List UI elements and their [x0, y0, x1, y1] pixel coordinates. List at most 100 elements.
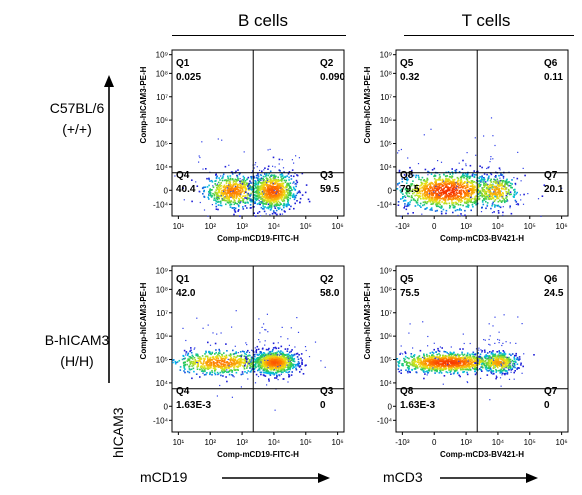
event-dot: [255, 359, 257, 362]
event-dot: [269, 194, 271, 196]
event-dot: [296, 183, 298, 185]
event-dot: [416, 199, 419, 202]
event-dot: [496, 178, 499, 181]
event-dot: [473, 201, 476, 203]
event-dot: [419, 192, 422, 195]
event-dot: [260, 174, 263, 177]
event-dot: [264, 365, 267, 368]
event-dot: [429, 189, 431, 191]
event-dot: [256, 357, 258, 360]
event-dot: [421, 176, 424, 179]
event-dot: [260, 360, 262, 363]
event-dot: [184, 363, 186, 366]
event-dot: [455, 193, 458, 196]
event-dot: [220, 195, 222, 197]
event-dot: [406, 193, 408, 195]
event-dot: [469, 189, 472, 191]
event-dot: [501, 196, 504, 199]
event-dot: [480, 192, 482, 194]
event-dot: [247, 187, 250, 189]
event-dot: [287, 198, 289, 201]
event-dot: [475, 190, 478, 192]
event-dot: [293, 162, 295, 164]
event-dot: [226, 361, 228, 364]
event-dot: [276, 192, 278, 194]
event-dot: [261, 186, 264, 189]
event-dot: [275, 209, 278, 212]
event-dot: [266, 368, 268, 370]
event-dot: [208, 350, 210, 353]
event-dot: [274, 366, 277, 369]
event-dot: [241, 183, 244, 185]
event-dot: [412, 198, 415, 200]
event-dot: [211, 356, 214, 359]
event-dot: [470, 191, 473, 194]
event-dot: [448, 357, 451, 359]
event-dot: [459, 204, 462, 206]
event-dot: [240, 193, 242, 195]
event-dot: [260, 371, 263, 374]
event-dot: [299, 197, 302, 200]
event-dot: [236, 203, 238, 205]
event-dot: [226, 185, 229, 187]
event-cloud: [396, 117, 563, 217]
event-dot: [466, 152, 468, 154]
event-dot: [268, 347, 270, 350]
event-dot: [446, 180, 448, 183]
event-dot: [246, 365, 249, 368]
event-dot: [428, 195, 431, 197]
event-dot: [492, 193, 495, 196]
y-tick-label: 10⁹: [156, 51, 168, 60]
event-dot: [287, 366, 289, 368]
event-dot: [238, 197, 240, 200]
event-dot: [496, 195, 499, 198]
event-dot: [410, 355, 412, 358]
event-dot: [262, 205, 264, 207]
event-dot: [278, 359, 280, 361]
event-dot: [257, 181, 260, 183]
event-dot: [235, 183, 238, 185]
event-dot: [260, 373, 262, 376]
event-dot: [218, 354, 220, 357]
event-dot: [270, 353, 272, 356]
y-marker-label: hICAM3: [110, 407, 126, 458]
event-dot: [460, 213, 462, 215]
x-tick-label: 10³: [460, 222, 472, 231]
event-dot: [237, 210, 239, 212]
event-dot: [201, 366, 204, 368]
event-dot: [228, 194, 231, 197]
event-dot: [253, 187, 256, 190]
event-dot: [423, 180, 426, 182]
event-dot: [296, 356, 299, 358]
event-dot: [184, 371, 186, 374]
event-dot: [246, 194, 249, 196]
event-dot: [200, 357, 202, 360]
event-dot: [288, 371, 291, 373]
event-dot: [432, 199, 435, 201]
event-dot: [407, 203, 409, 205]
event-dot: [242, 175, 245, 178]
event-dot: [207, 324, 209, 326]
event-dot: [447, 171, 450, 173]
event-dot: [504, 182, 507, 184]
event-dot: [288, 374, 290, 376]
event-dot: [242, 182, 245, 185]
event-dot: [477, 352, 479, 354]
event-dot: [421, 190, 423, 193]
event-dot: [217, 353, 219, 356]
event-dot: [225, 354, 228, 357]
event-dot: [202, 327, 204, 329]
event-dot: [225, 195, 227, 197]
event-dot: [454, 187, 457, 189]
event-dot: [424, 193, 427, 196]
event-dot: [205, 361, 207, 363]
event-dot: [502, 179, 505, 182]
event-dot: [199, 360, 202, 363]
event-dot: [237, 361, 239, 364]
event-dot: [226, 201, 229, 204]
event-dot: [527, 193, 529, 195]
event-dot: [446, 371, 449, 374]
event-dot: [461, 351, 463, 354]
event-dot: [278, 351, 281, 354]
event-dot: [238, 199, 241, 202]
